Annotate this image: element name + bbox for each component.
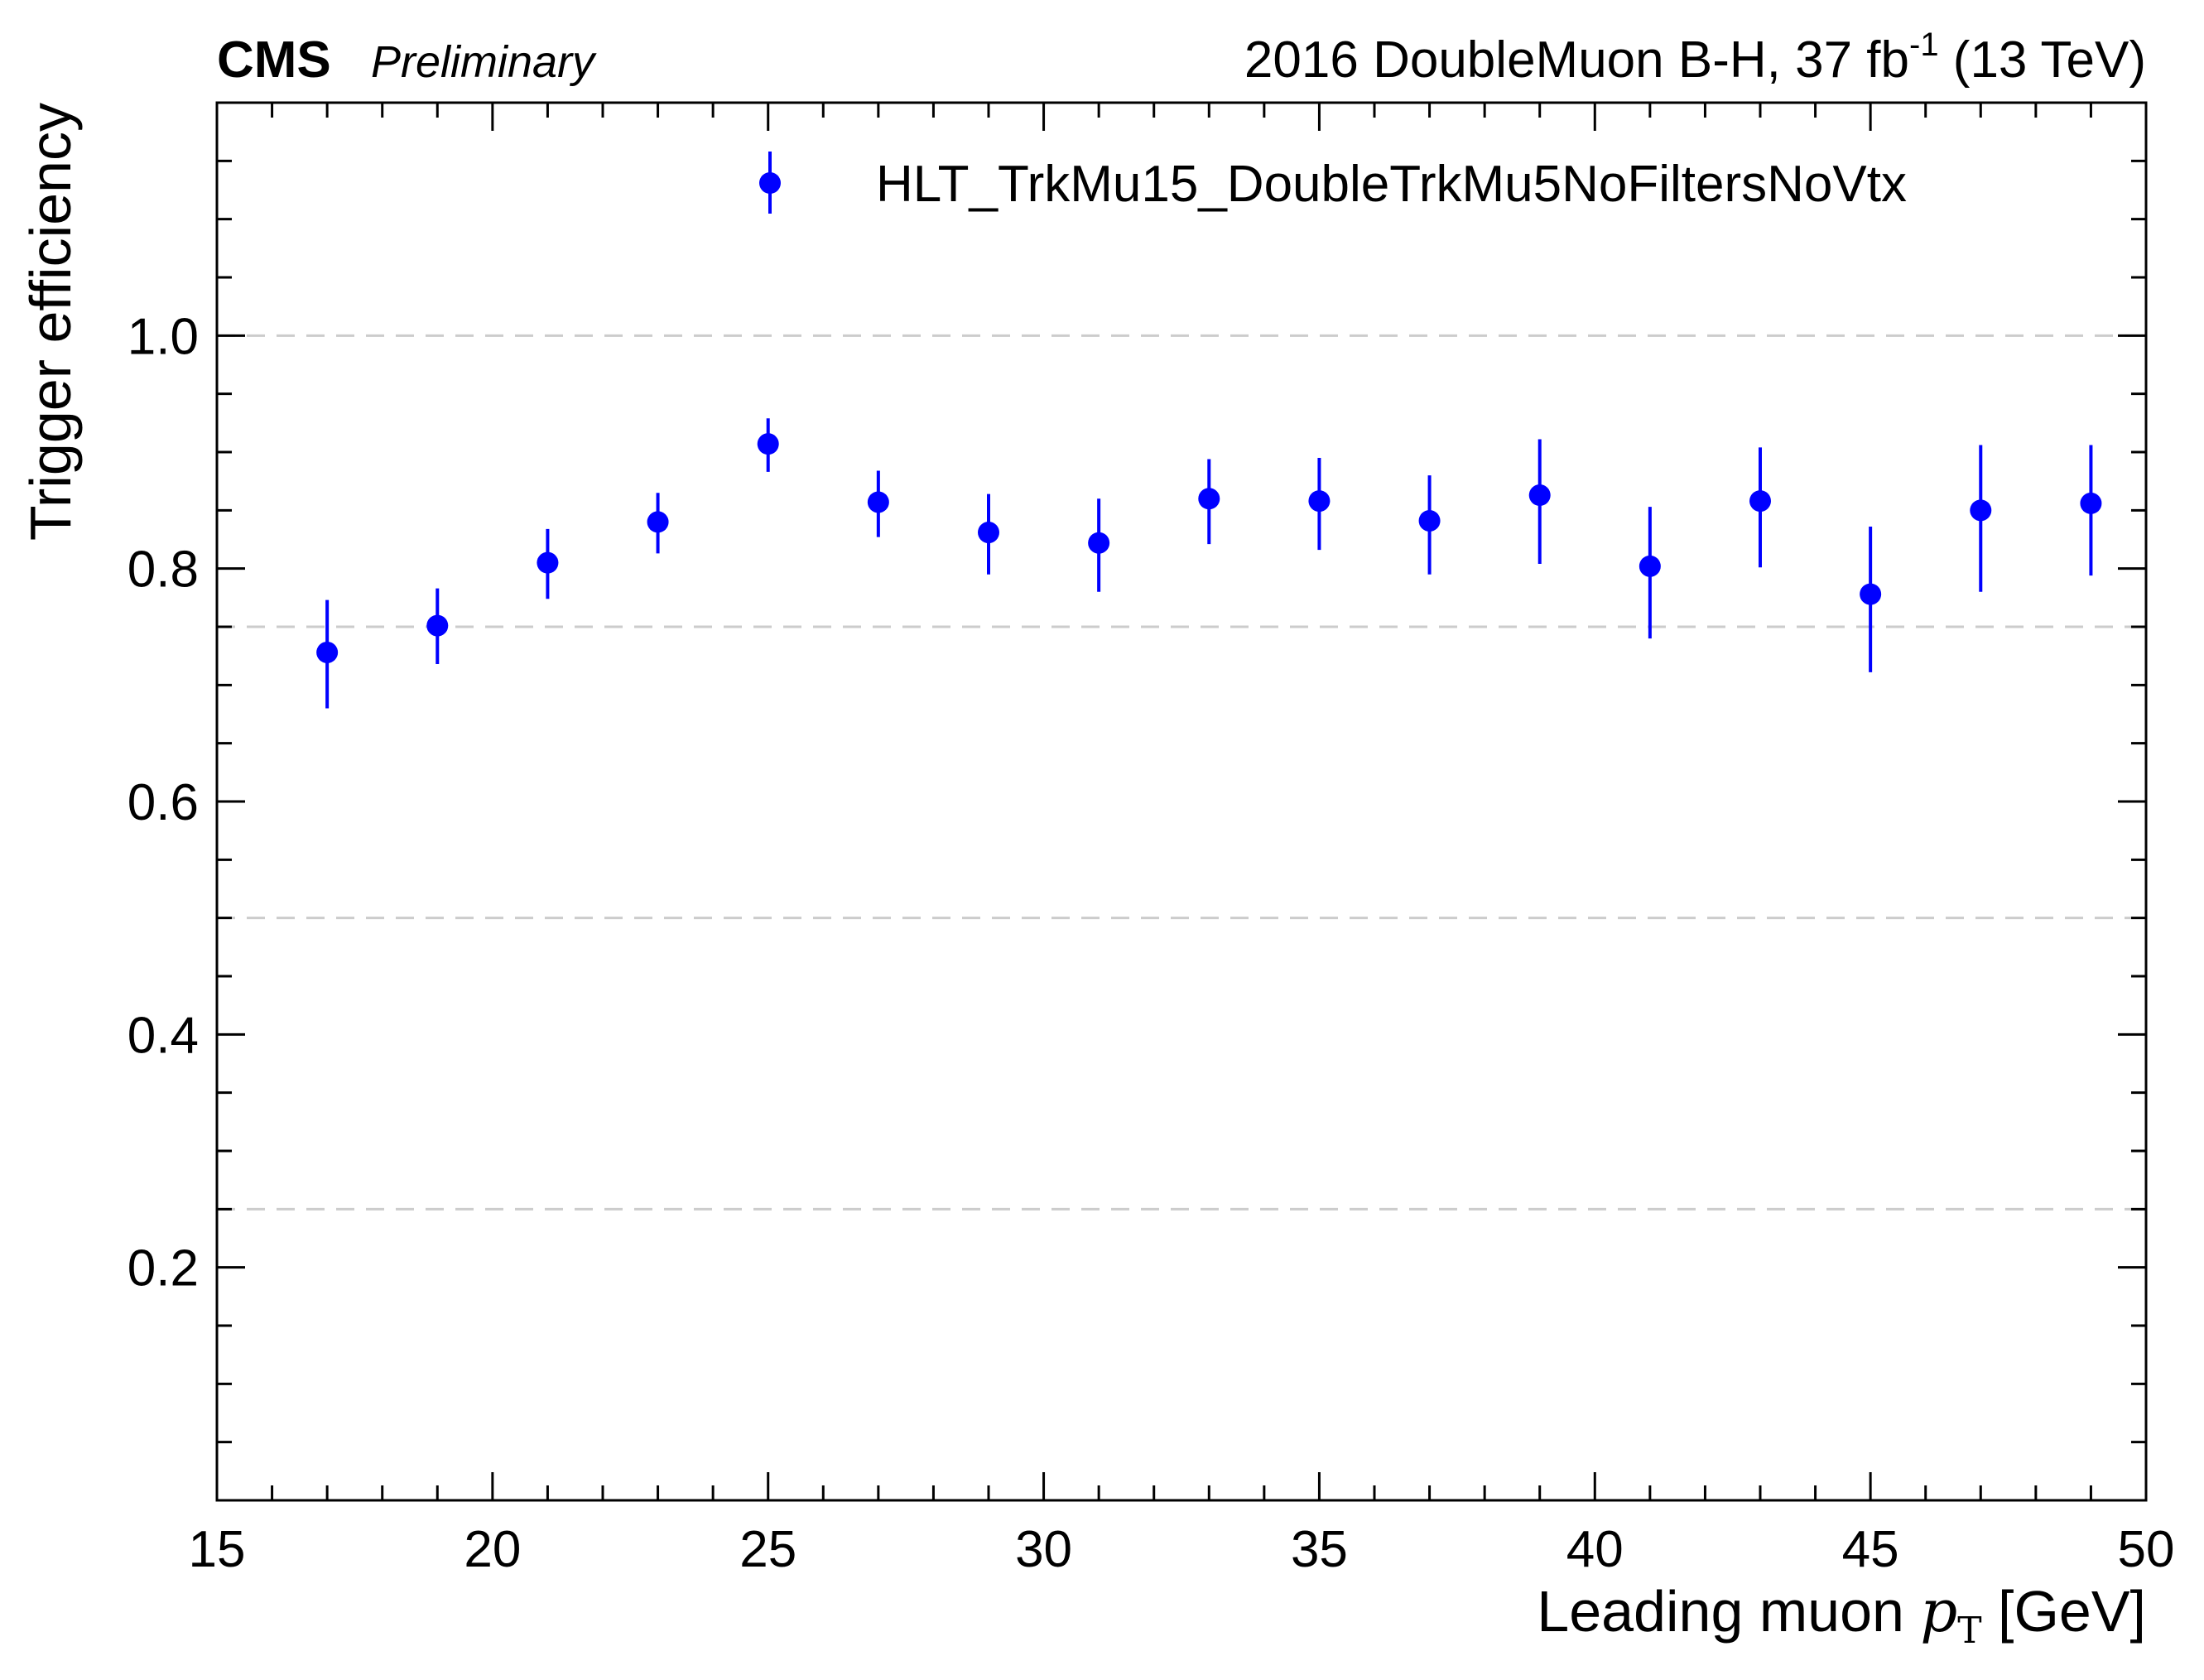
data-point xyxy=(537,552,558,574)
data-point xyxy=(1419,510,1441,532)
data-point xyxy=(2080,493,2101,514)
data-point xyxy=(316,642,338,663)
data-point xyxy=(758,433,779,455)
data-point xyxy=(1308,490,1330,512)
data-point xyxy=(1198,488,1220,509)
y-tick-label: 0.2 xyxy=(128,1240,199,1297)
legend-entry-label: HLT_TrkMu15_DoubleTrkMu5NoFiltersNoVtx xyxy=(876,156,1907,213)
data-point xyxy=(1639,556,1661,577)
legend-marker-point xyxy=(759,172,781,194)
x-tick-label: 40 xyxy=(1566,1521,1624,1578)
header-lumi: 2016 DoubleMuon B-H, 37 fb-1 (13 TeV) xyxy=(1244,26,2146,89)
data-point xyxy=(426,615,448,637)
x-axis-title-variable: p xyxy=(1920,1577,1957,1645)
x-axis-title-suffix: [GeV] xyxy=(1982,1579,2146,1644)
y-tick-label: 0.6 xyxy=(128,774,199,831)
y-tick-label: 0.4 xyxy=(128,1007,199,1064)
x-axis-title: Leading muon pT [GeV] xyxy=(1537,1577,2146,1652)
data-point xyxy=(1749,490,1771,512)
legend: HLT_TrkMu15_DoubleTrkMu5NoFiltersNoVtx xyxy=(759,152,1907,214)
x-axis-title-prefix: Leading muon xyxy=(1537,1579,1920,1644)
data-point xyxy=(647,511,669,532)
x-tick-label: 20 xyxy=(464,1521,521,1578)
x-tick-label: 15 xyxy=(189,1521,246,1578)
data-point xyxy=(1088,532,1109,554)
y-tick-label: 0.8 xyxy=(128,542,199,599)
x-tick-label: 45 xyxy=(1842,1521,1899,1578)
y-tick-label: 1.0 xyxy=(128,308,199,365)
x-tick-label: 30 xyxy=(1015,1521,1072,1578)
data-point xyxy=(868,491,889,513)
x-tick-label: 35 xyxy=(1291,1521,1348,1578)
header-lumi-main: 2016 DoubleMuon B-H, 37 fb xyxy=(1244,31,1909,89)
header-lumi-exponent: -1 xyxy=(1909,26,1939,63)
header-status: Preliminary xyxy=(371,37,597,87)
data-point xyxy=(978,522,999,543)
header-experiment: CMS xyxy=(217,31,331,89)
y-axis-title: Trigger efficiency xyxy=(18,103,83,541)
data-point xyxy=(1860,584,1881,605)
x-axis-title-subscript: T xyxy=(1957,1610,1981,1652)
data-point xyxy=(1970,499,1991,521)
x-tick-label: 25 xyxy=(739,1521,796,1578)
header-lumi-tail: (13 TeV) xyxy=(1939,31,2146,89)
data-point xyxy=(1529,484,1551,506)
x-tick-label: 50 xyxy=(2118,1521,2175,1578)
